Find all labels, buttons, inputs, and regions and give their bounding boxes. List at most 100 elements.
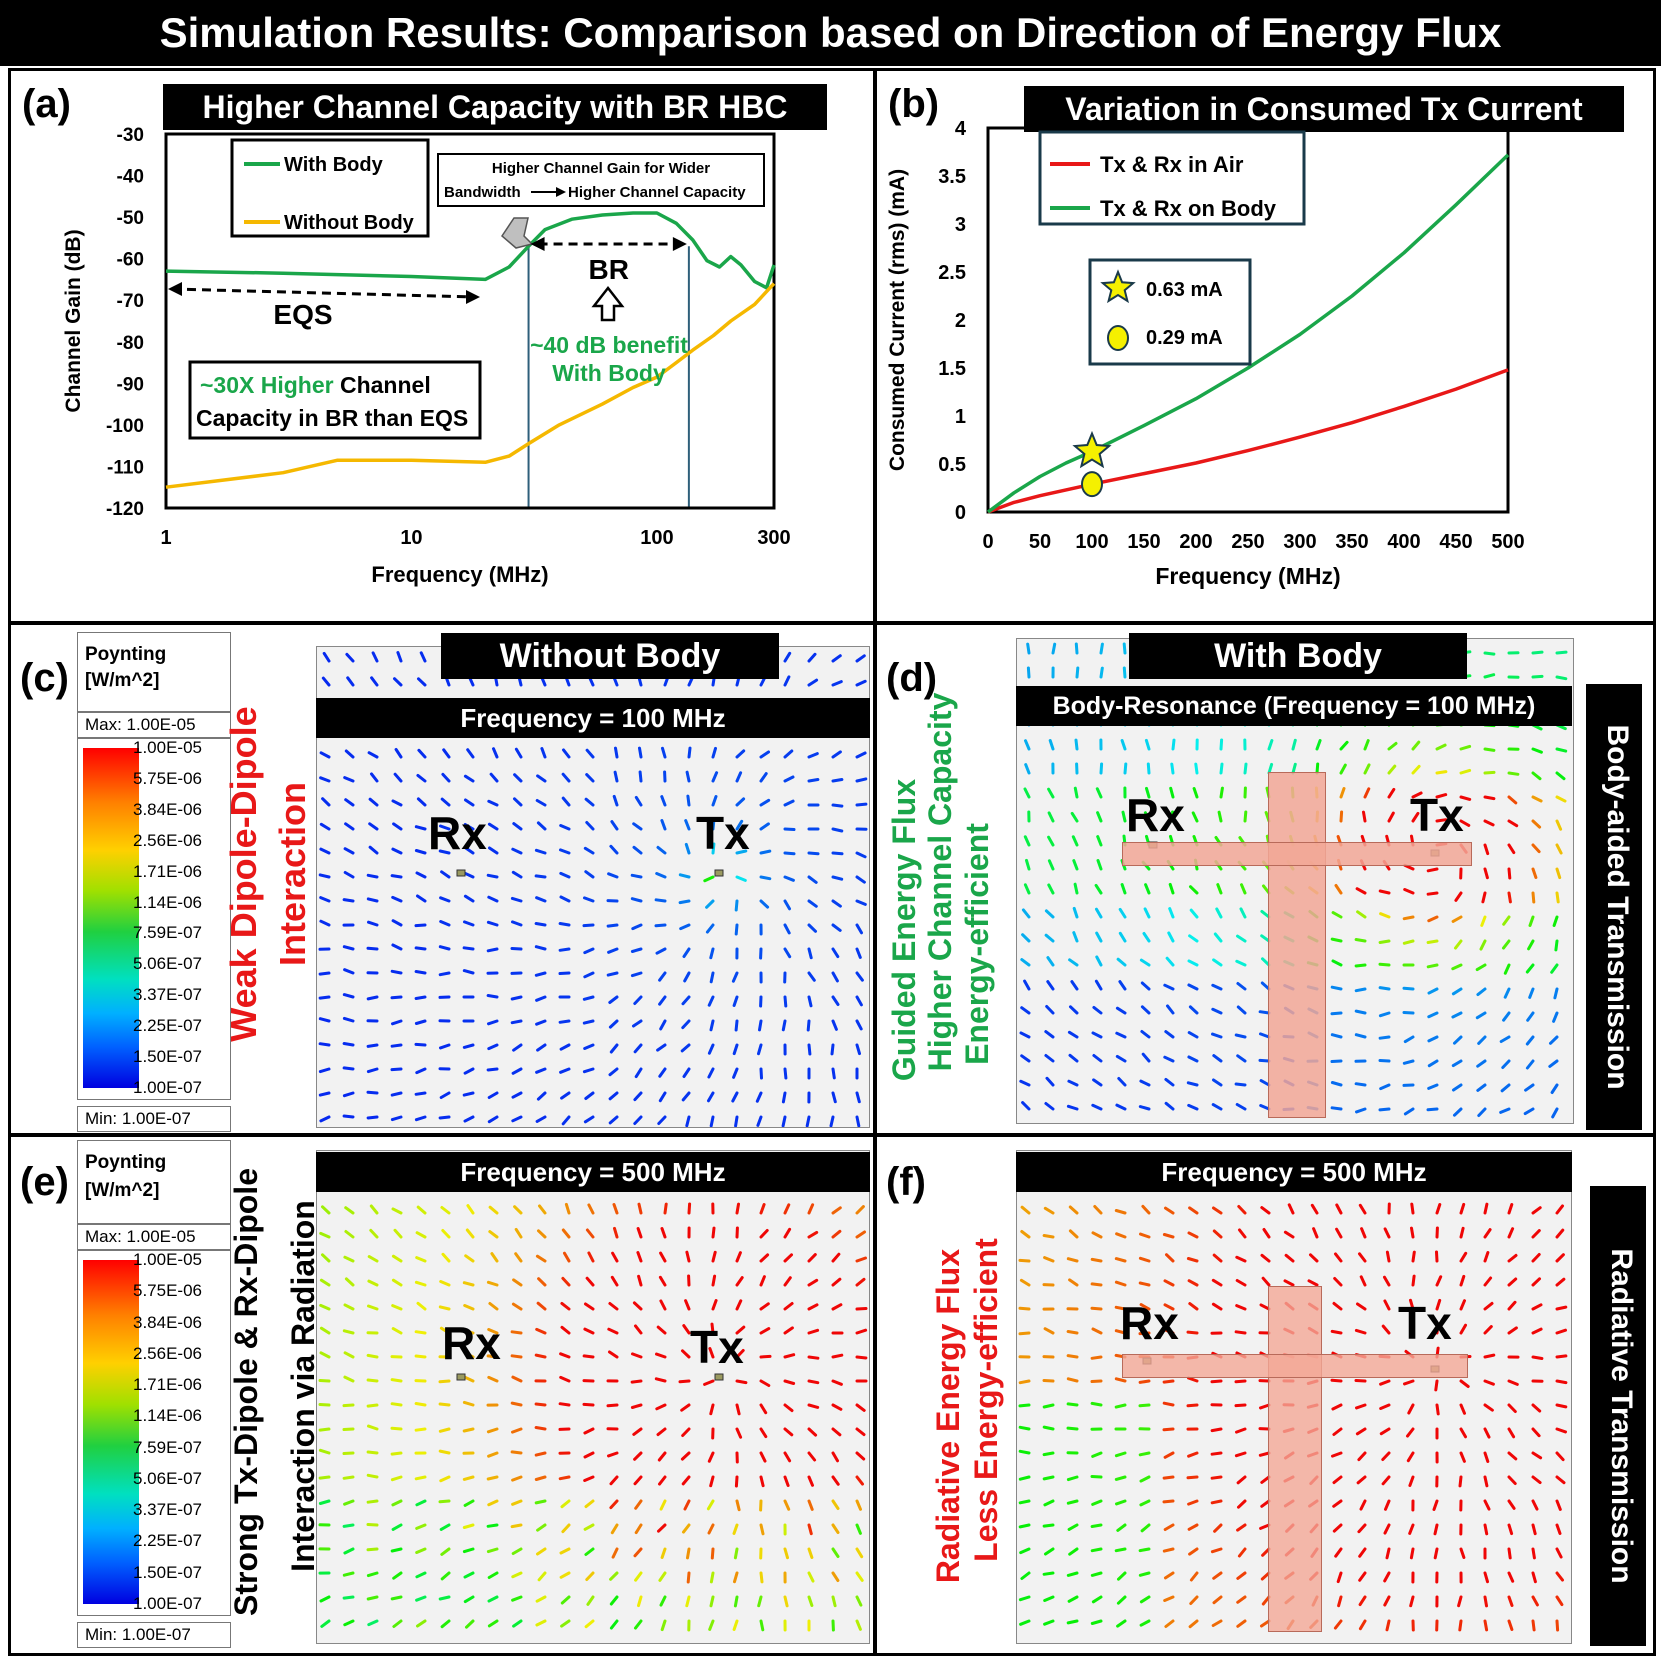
field-vector [662,797,665,805]
field-vector [1239,1207,1245,1214]
field-vector [1485,749,1494,750]
field-vector [1533,1621,1534,1630]
field-vector [609,1453,618,1456]
field-vector [1332,1083,1341,1086]
field-vector [1333,1453,1342,1456]
field-vector [1557,773,1564,779]
field-vector [1093,1329,1101,1333]
field-vector [1196,764,1197,773]
field-vector [537,1597,545,1601]
colorbar-tick: 3.84E-06 [133,800,202,820]
field-vector [736,1477,737,1486]
field-vector [346,800,353,805]
field-vector [660,1277,665,1285]
field-vector [368,899,377,901]
page-title: Simulation Results: Comparison based on … [0,0,1661,66]
field-vector [1485,1355,1494,1357]
field-vector [584,1069,593,1072]
field-vector [1461,1325,1466,1333]
chart-a-xtick: 300 [757,527,790,549]
field-vector [684,1326,689,1333]
field-vector [689,748,690,757]
rx-dipole [457,870,465,876]
field-vector [1335,1279,1341,1286]
field-vector [1116,1282,1125,1285]
chart-b-xtick: 0 [982,531,993,553]
field-vector [735,1573,738,1582]
field-vector [1533,1453,1541,1458]
field-vector [857,997,861,1005]
field-vector [857,1021,861,1029]
chart-b-xtick: 50 [1029,531,1051,553]
field-vector [1435,1525,1437,1534]
field-vector [345,1501,353,1504]
field-vector [713,1228,714,1237]
body-model-d-torso [1268,772,1326,1118]
chart-a-ytick: -100 [106,416,144,437]
field-vector [512,1356,521,1357]
chart-a: -30-40-50-60-70-80-90-100-110-1201101003… [8,68,876,624]
field-vector [368,1092,377,1093]
field-vector [512,898,521,901]
field-vector [1068,1404,1077,1405]
field-vector [1485,1230,1490,1237]
field-vector [1529,941,1533,949]
field-vector [1556,941,1557,950]
field-vector [1191,1597,1197,1604]
field-vector [1025,837,1029,845]
field-vector [761,1255,768,1261]
field-vector [1189,1233,1197,1237]
field-vector [662,1229,665,1238]
chart-b-xlabel: Frequency (MHz) [1155,563,1340,589]
field-vector [705,877,713,881]
field-vector [418,775,425,781]
chart-b-legend-label-1: Tx & Rx on Body [1100,196,1277,221]
field-vector [857,656,864,661]
field-vector [785,1405,792,1411]
field-vector [1412,1228,1414,1237]
field-vector [1094,1080,1101,1085]
field-vector [1023,910,1029,917]
field-vector [1045,1501,1053,1505]
field-vector [1048,982,1053,989]
field-vector [488,1549,497,1552]
field-vector [490,1232,497,1237]
field-vector [1485,821,1493,825]
field-vector [1141,1597,1149,1602]
field-vector [1557,1453,1563,1460]
field-vector [1122,885,1125,894]
field-vector [1413,766,1419,773]
field-vector [536,850,545,853]
field-vector [857,1117,859,1126]
field-vector [561,1069,569,1072]
field-vector [636,1621,642,1628]
field-vector [1215,934,1221,941]
field-vector [1332,939,1341,941]
field-vector [1380,964,1389,965]
field-vector [736,1021,737,1030]
chart-a-br-label: BR [588,254,628,285]
chart-b-marker-legend-icon-1 [1108,326,1128,350]
field-vector [537,1329,545,1333]
field-vector [1189,985,1197,989]
field-vector [1242,885,1246,893]
field-vector [1049,837,1053,845]
field-vector [1020,1477,1029,1479]
colorbar-tick: 2.56E-06 [133,1344,202,1364]
field-vector [1075,788,1077,797]
field-vector [635,1549,641,1556]
field-vector [1332,1013,1341,1014]
field-vector [1309,1281,1317,1285]
field-vector [737,1301,741,1309]
field-vector [833,829,842,831]
field-vector [1164,1501,1173,1502]
field-vector [1385,1525,1389,1533]
field-vector [785,901,790,909]
field-vector [392,1045,401,1046]
field-vector [1333,1405,1341,1409]
field-vector [564,750,570,757]
chart-b-xtick: 400 [1387,531,1420,553]
rx-dipole [457,1374,465,1380]
field-vector [1047,1078,1053,1085]
field-vector [1164,1477,1173,1478]
